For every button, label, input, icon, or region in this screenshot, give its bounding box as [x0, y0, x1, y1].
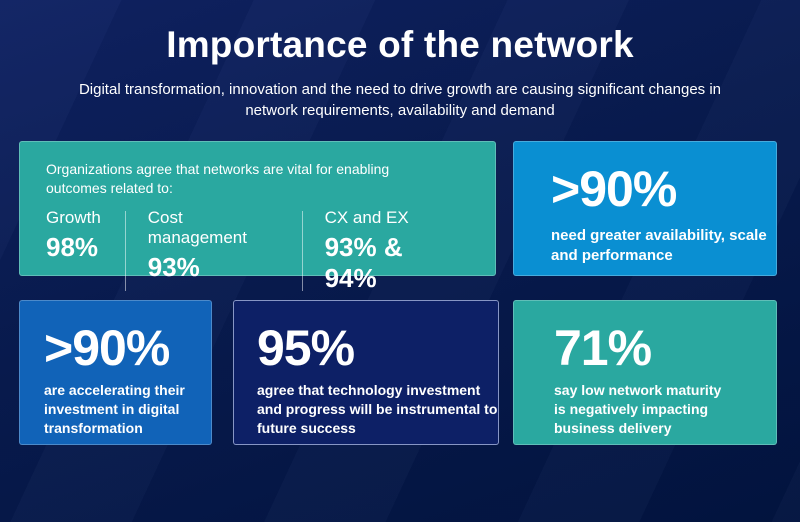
- stat-label: CX and EX: [324, 208, 409, 227]
- card-digital-investment: >90% are accelerating their investment i…: [19, 300, 212, 445]
- desc-line: future success: [257, 420, 356, 436]
- vertical-divider: [124, 211, 126, 291]
- page-title: Importance of the network: [166, 24, 634, 65]
- stat-big-value: >90%: [551, 161, 677, 217]
- intro-line: outcomes related to:: [46, 180, 173, 196]
- desc-line: business delivery: [554, 420, 672, 436]
- stat-value: 93% & 94%: [324, 232, 403, 293]
- stat-label: Cost management: [147, 208, 247, 247]
- stat-description: need greater availability, scale and per…: [551, 226, 776, 266]
- stat-growth: Growth 98%: [46, 208, 125, 294]
- stat-big-value: 95%: [257, 320, 355, 376]
- stat-value: 98%: [46, 232, 99, 262]
- outcomes-intro-text: Organizations agree that networks are vi…: [46, 160, 477, 198]
- desc-line: investment in digital: [44, 401, 180, 417]
- page-subtitle: Digital transformation, innovation and t…: [0, 79, 800, 121]
- subtitle-line: network requirements, availability and d…: [245, 102, 555, 119]
- desc-line: and progress will be instrumental to: [257, 401, 498, 417]
- stat-big-value: 71%: [554, 320, 652, 376]
- outcomes-stats-row: Growth 98% Cost management 93% CX and EX…: [46, 208, 477, 294]
- card-availability-scale: >90% need greater availability, scale an…: [513, 141, 777, 276]
- desc-line: is negatively impacting: [554, 401, 709, 417]
- desc-line: need greater availability, scale: [551, 227, 767, 244]
- stat-big-value: >90%: [44, 320, 170, 376]
- desc-line: say low network maturity: [554, 382, 722, 398]
- desc-line: and performance: [551, 247, 673, 264]
- desc-line: transformation: [44, 420, 143, 436]
- card-network-outcomes: Organizations agree that networks are vi…: [19, 141, 496, 293]
- desc-line: are accelerating their: [44, 382, 185, 398]
- stat-cx-ex: CX and EX 93% & 94%: [325, 208, 477, 294]
- stat-description: agree that technology investment and pro…: [257, 381, 505, 438]
- stat-cost-management: Cost management 93%: [148, 208, 302, 294]
- desc-line: agree that technology investment: [257, 382, 481, 398]
- subtitle-line: Digital transformation, innovation and t…: [78, 81, 722, 98]
- card-network-maturity: 71% say low network maturity is negative…: [513, 300, 777, 445]
- stat-value: 93%: [147, 252, 200, 282]
- intro-line: Organizations agree that networks are vi…: [46, 161, 390, 177]
- stat-description: say low network maturity is negatively i…: [554, 381, 759, 438]
- vertical-divider: [301, 211, 303, 291]
- card-technology-investment: 95% agree that technology investment and…: [233, 300, 499, 445]
- stat-description: are accelerating their investment in dig…: [44, 381, 199, 438]
- stat-label: Growth: [46, 208, 101, 227]
- stat-card-grid: Organizations agree that networks are vi…: [19, 141, 777, 445]
